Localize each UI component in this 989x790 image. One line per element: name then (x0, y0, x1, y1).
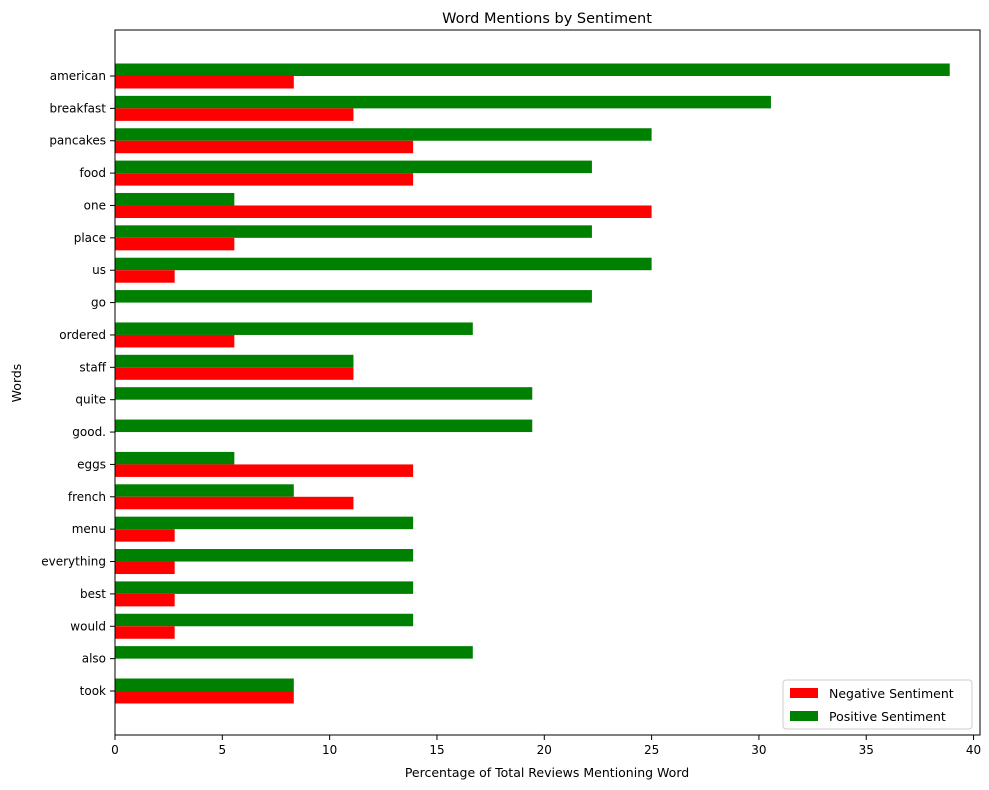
y-tick-label: took (80, 684, 106, 698)
bar-negative-one (115, 205, 652, 218)
bar-positive-place (115, 225, 592, 238)
legend-frame (782, 679, 973, 730)
y-tick-label: everything (41, 555, 106, 569)
y-tick-label: us (92, 263, 106, 277)
bar-positive-staff (115, 354, 354, 368)
bar-negative-food (115, 173, 414, 186)
bar-negative-took (115, 691, 294, 704)
bar-positive-pancakes (115, 128, 652, 141)
bar-positive-breakfast (115, 95, 771, 109)
bar-positive-good (115, 419, 533, 433)
x-tick-label: 40 (966, 743, 981, 757)
plot-frame (114, 29, 981, 736)
y-tick-label: breakfast (49, 101, 106, 115)
legend-swatch-positive (790, 711, 818, 721)
bar-positive-food (115, 160, 592, 174)
x-tick-label: 35 (859, 743, 874, 757)
bar-negative-pancakes (115, 140, 414, 154)
x-tick-label: 0 (111, 743, 119, 757)
bar-negative-staff (115, 367, 354, 380)
y-tick-label: french (68, 490, 106, 504)
y-tick-label: good. (72, 425, 106, 439)
bar-positive-ordered (115, 322, 473, 335)
bar-negative-would (115, 626, 175, 639)
bar-positive-menu (115, 516, 414, 530)
bar-negative-menu (115, 529, 175, 542)
y-tick-label: would (70, 619, 106, 633)
bar-positive-would (115, 613, 414, 627)
y-axis-label: Words (9, 364, 24, 403)
y-axis-ticks: american breakfast pancakes food one place us g… (41, 69, 115, 698)
legend: Negative Sentiment Positive Sentiment (782, 679, 973, 730)
bar-negative-breakfast (115, 108, 354, 121)
bar-negative-us (115, 270, 175, 283)
y-tick-label: menu (72, 522, 106, 536)
bar-negative-american (115, 76, 294, 89)
bar-positive-took (115, 678, 294, 691)
x-tick-label: 10 (322, 743, 337, 757)
bar-negative-place (115, 237, 235, 251)
y-tick-label: place (74, 231, 106, 245)
bar-negative-eggs (115, 464, 414, 477)
y-tick-label: go (91, 296, 106, 310)
legend-label-negative: Negative Sentiment (829, 686, 954, 701)
y-tick-label: food (79, 166, 106, 180)
bar-positive-best (115, 581, 414, 594)
legend-swatch-negative (790, 688, 818, 698)
y-tick-label: one (84, 198, 106, 212)
bar-positive-french (115, 484, 294, 497)
bar-positive-go (115, 290, 592, 303)
bar-negative-everything (115, 561, 175, 575)
x-tick-label: 30 (751, 743, 766, 757)
x-tick-label: 20 (537, 743, 552, 757)
x-axis-label: Percentage of Total Reviews Mentioning W… (405, 765, 689, 780)
x-tick-label: 25 (644, 743, 659, 757)
chart-title: Word Mentions by Sentiment (442, 11, 652, 27)
y-tick-label: eggs (77, 457, 106, 471)
bar-negative-ordered (115, 334, 235, 348)
bar-negative-best (115, 593, 175, 607)
bars-layer (115, 63, 950, 704)
bar-positive-american (115, 63, 950, 76)
y-tick-label: ordered (59, 328, 106, 342)
y-tick-label: staff (79, 360, 106, 374)
bar-positive-everything (115, 549, 414, 562)
bar-positive-quite (115, 387, 533, 400)
x-tick-label: 15 (429, 743, 444, 757)
y-tick-label: quite (75, 393, 106, 407)
bar-positive-also (115, 646, 473, 659)
y-tick-label: american (50, 69, 106, 83)
x-axis-ticks: 0 5 10 15 20 25 30 35 40 (111, 735, 981, 757)
bar-positive-eggs (115, 451, 235, 465)
x-tick-label: 5 (218, 743, 226, 757)
bar-positive-us (115, 257, 652, 271)
bar-negative-french (115, 496, 354, 510)
legend-label-positive: Positive Sentiment (829, 709, 946, 724)
y-tick-label: also (82, 652, 106, 666)
bar-positive-one (115, 192, 235, 206)
y-tick-label: best (80, 587, 106, 601)
y-tick-label: pancakes (49, 134, 106, 148)
